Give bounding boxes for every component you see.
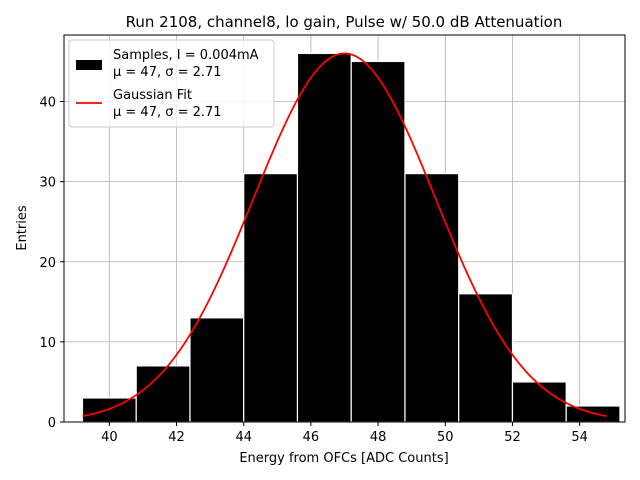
histogram-bar — [458, 293, 514, 423]
histogram-bar — [135, 365, 191, 423]
x-tick-label: 44 — [235, 430, 252, 445]
x-tick-label: 52 — [504, 430, 521, 445]
legend: Samples, I = 0.004mA μ = 47, σ = 2.71 Ga… — [68, 39, 275, 128]
x-tick-label: 48 — [370, 430, 387, 445]
legend-fit-label: Gaussian Fit — [113, 88, 192, 103]
y-tick-label: 0 — [48, 416, 56, 431]
y-axis-ticks: 0 10 20 30 40 — [39, 96, 64, 431]
plot-frame — [63, 34, 626, 423]
legend-samples-label: Samples, I = 0.004mA — [113, 48, 259, 63]
legend-box — [68, 39, 275, 128]
x-tick-label: 42 — [168, 430, 185, 445]
histogram-bar — [189, 317, 245, 423]
histogram-bar — [243, 173, 299, 423]
y-tick-label: 40 — [39, 96, 56, 111]
y-tick-label: 30 — [39, 176, 56, 191]
chart-title: Run 2108, channel8, lo gain, Pulse w/ 50… — [126, 13, 563, 31]
gaussian-fit-curve — [82, 52, 607, 418]
legend-samples-stats: μ = 47, σ = 2.71 — [113, 65, 222, 80]
histogram-bar — [404, 173, 460, 423]
y-tick-label: 20 — [39, 256, 56, 271]
fit-curve-line — [82, 52, 607, 418]
y-tick-label: 10 — [39, 336, 56, 351]
x-axis-label: Energy from OFCs [ADC Counts] — [239, 451, 448, 466]
histogram-bar — [296, 52, 352, 423]
x-axis-ticks: 40 42 44 46 48 50 52 54 — [101, 422, 588, 445]
histogram-bar — [81, 397, 137, 423]
legend-fit-stats: μ = 47, σ = 2.71 — [113, 105, 222, 120]
histogram-bar — [350, 60, 406, 423]
y-axis-label: Entries — [15, 205, 30, 251]
legend-samples-swatch — [76, 60, 102, 70]
histogram-bar — [511, 381, 567, 423]
x-tick-label: 40 — [101, 430, 118, 445]
x-tick-label: 46 — [303, 430, 320, 445]
x-tick-label: 50 — [437, 430, 454, 445]
x-tick-label: 54 — [571, 430, 588, 445]
